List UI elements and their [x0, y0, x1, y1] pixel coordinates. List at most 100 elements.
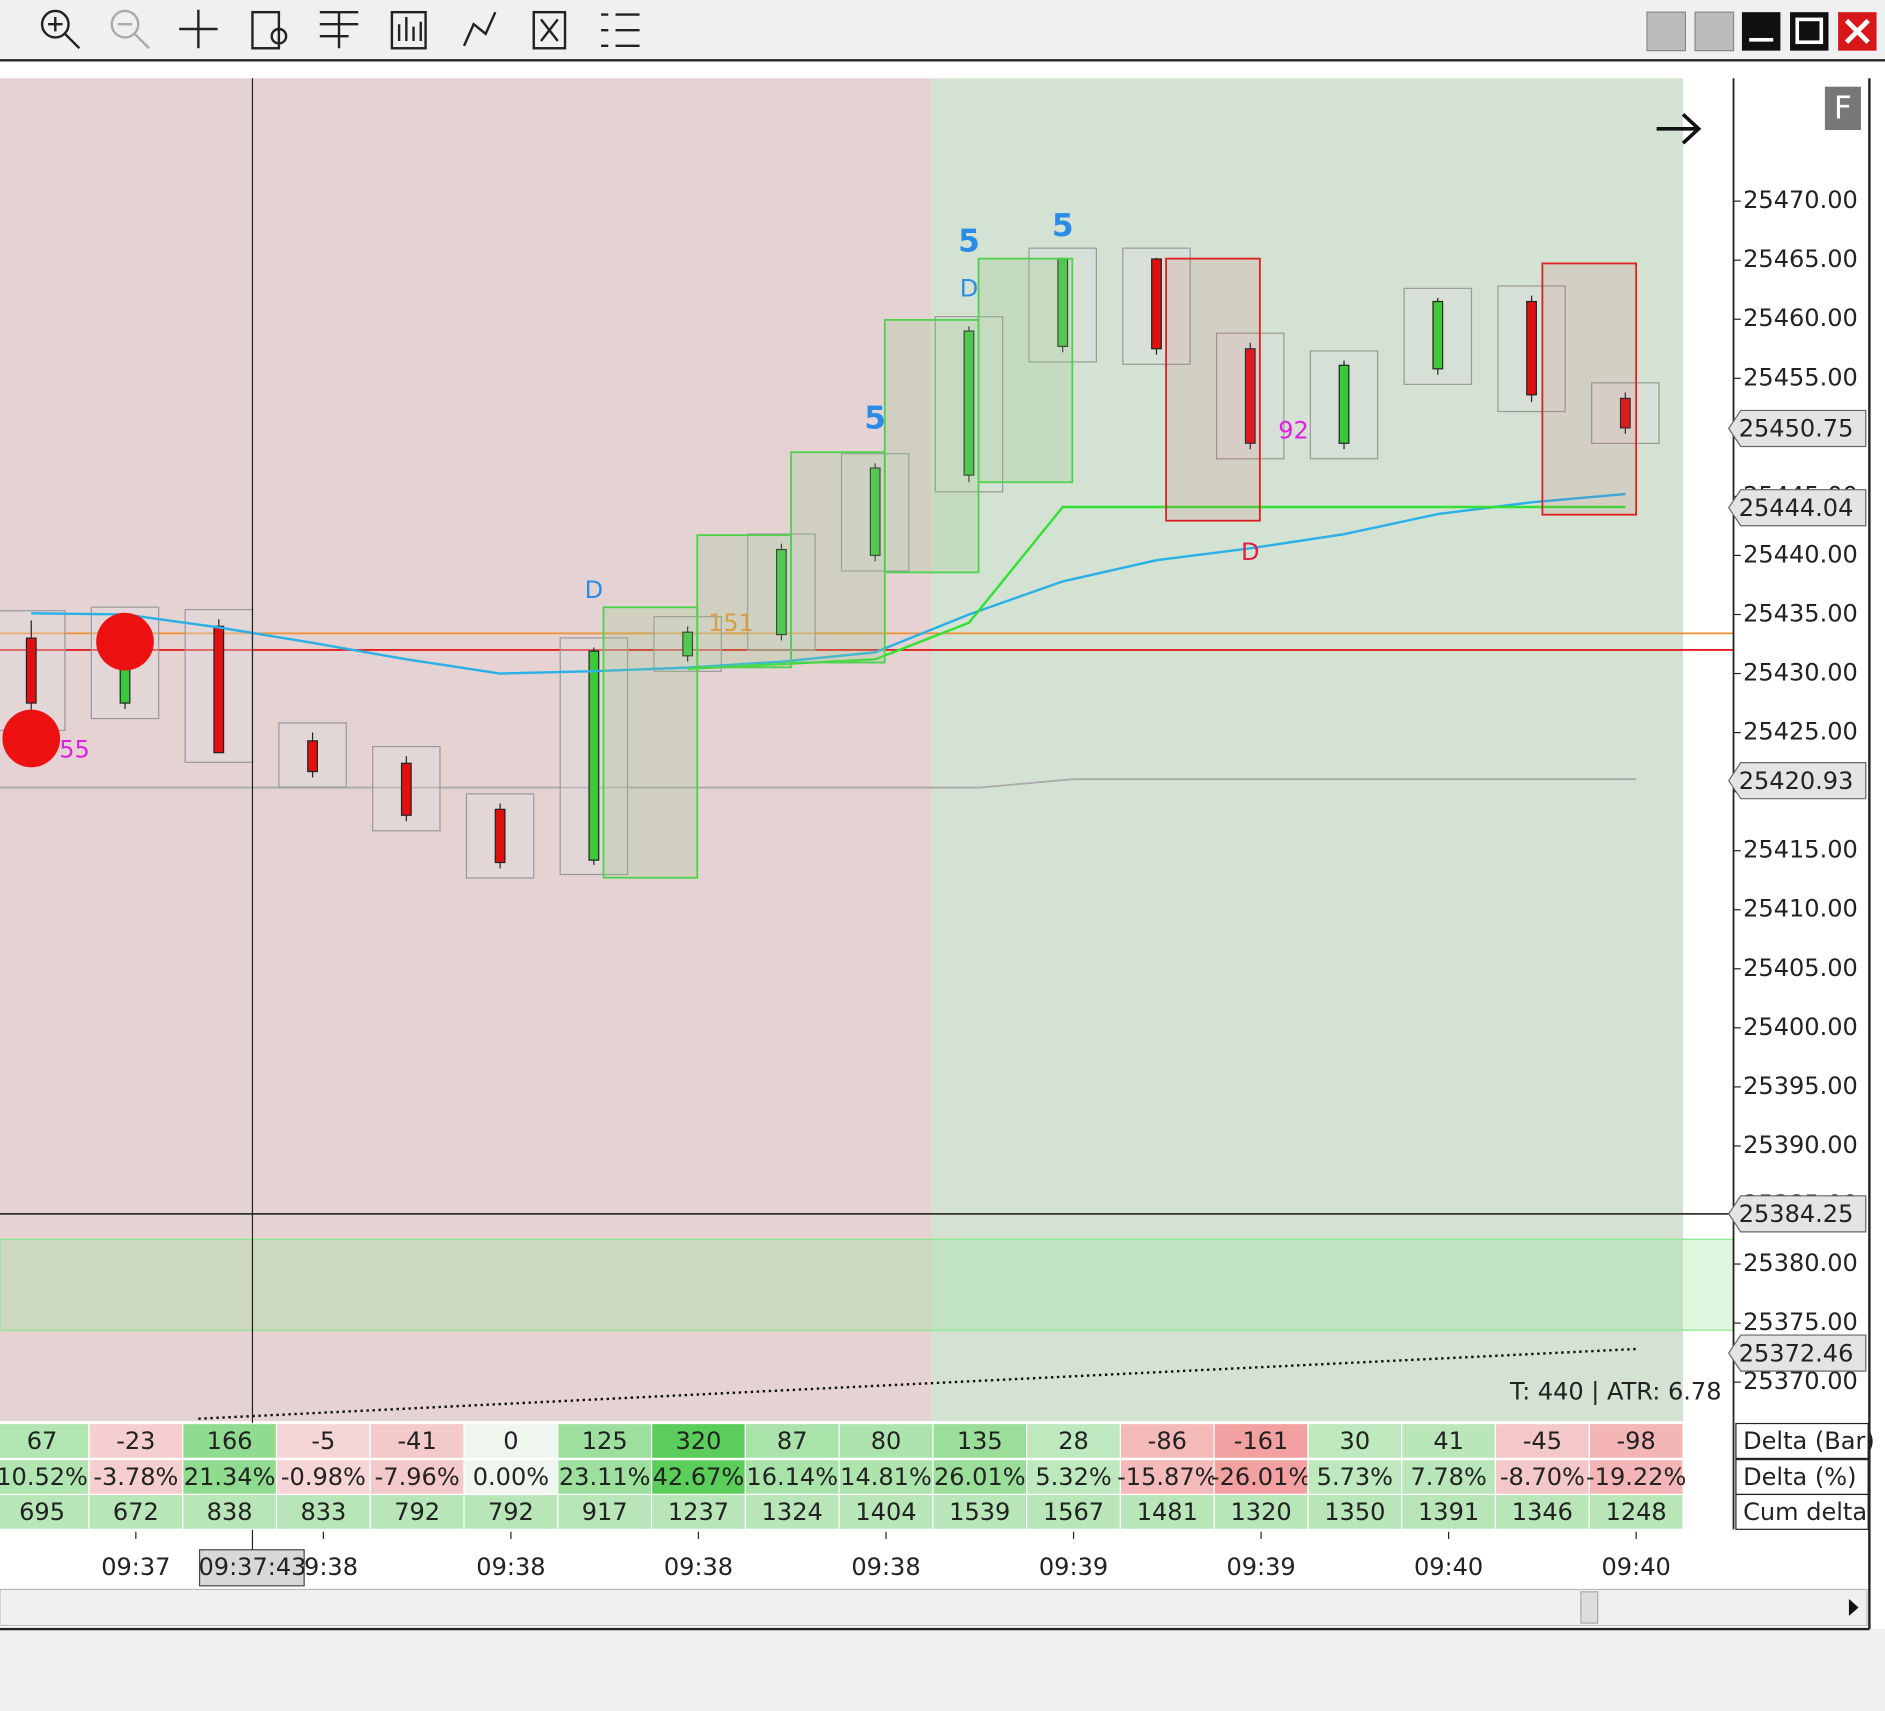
strategies-icon[interactable] [462, 11, 497, 47]
x-tick-label: 09:40 [1602, 1553, 1671, 1581]
corner-button-label: F [1834, 91, 1852, 127]
delta-cell-text: 42.67% [653, 1463, 745, 1491]
delta-cell [932, 1493, 1028, 1530]
row-label: Delta (%) [1743, 1463, 1856, 1491]
y-tick-label: 25390.00 [1743, 1131, 1858, 1159]
row-label: Cum delta [1743, 1498, 1867, 1526]
row-label-cell [1735, 1422, 1869, 1459]
candle-body [1338, 364, 1350, 444]
y-tick-label: 25425.00 [1743, 718, 1858, 746]
price-marker-label: 25372.46 [1739, 1339, 1854, 1367]
signal-label: 5 [958, 223, 980, 259]
imbalance-box [602, 606, 699, 879]
delta-cell [275, 1493, 371, 1530]
plot-area: D55D5D1519255 [0, 208, 1735, 1331]
delta-cell [463, 1422, 559, 1459]
zoom-out-icon[interactable] [110, 9, 140, 39]
delta-cell [1494, 1458, 1590, 1496]
delta-cell [1401, 1493, 1497, 1530]
delta-cell-text: 1324 [762, 1498, 823, 1526]
indicators-icon[interactable] [390, 10, 427, 50]
delta-cell-text: -23 [116, 1427, 155, 1455]
delta-cell [1401, 1422, 1497, 1459]
delta-cell-text: -26.01% [1211, 1463, 1311, 1491]
delta-cell-text: 21.34% [184, 1463, 276, 1491]
window-button[interactable] [1646, 11, 1687, 52]
delta-cell-text: 10.52% [0, 1463, 88, 1491]
delta-cell-text: 1350 [1324, 1498, 1385, 1526]
cursor-time-box [198, 1549, 305, 1587]
price-axis: 25370.0025375.0025380.0025385.0025390.00… [1727, 186, 1867, 1395]
cursor-time-label: 09:37:43 [198, 1553, 306, 1581]
delta-cell [1119, 1422, 1215, 1459]
candle-body [494, 808, 506, 864]
templates-icon[interactable] [319, 10, 359, 49]
delta-cell-text: 30 [1340, 1427, 1371, 1455]
absorption-zones [1165, 257, 1638, 522]
indicator-line [687, 505, 1626, 671]
delta-cell [650, 1458, 746, 1496]
big-trade [2, 709, 61, 768]
absorption-box [1541, 262, 1638, 516]
scroll-right[interactable] [1848, 1599, 1859, 1616]
delta-cell [0, 1422, 90, 1459]
price-marker [1727, 1195, 1867, 1233]
delta-cell [932, 1422, 1028, 1459]
delta-cell [1213, 1422, 1309, 1459]
delta-cell [557, 1493, 653, 1530]
absorption-box [1165, 257, 1261, 522]
delta-cell-text: -98 [1617, 1427, 1656, 1455]
delta-cell-text: 0.00% [473, 1463, 549, 1491]
delta-cell-text: 0 [503, 1427, 518, 1455]
x-tick-label: 09:40 [1414, 1553, 1483, 1581]
price-marker [1727, 1334, 1867, 1372]
delta-cell-text: 320 [676, 1427, 722, 1455]
window-button[interactable] [1694, 11, 1735, 52]
candle-body [1432, 300, 1444, 370]
delta-cell-text: 16.14% [746, 1463, 838, 1491]
data-box-icon[interactable] [601, 13, 640, 48]
delta-cell-text: 917 [582, 1498, 628, 1526]
y-tick-label: 25400.00 [1743, 1013, 1858, 1041]
drawing-icon[interactable] [532, 10, 567, 50]
delta-cell-text: -41 [398, 1427, 437, 1455]
candle-body [1244, 348, 1256, 444]
x-tick-label: 09:38 [476, 1553, 545, 1581]
big-trade [96, 612, 154, 671]
candle-body [775, 548, 787, 636]
delta-cell-text: 792 [394, 1498, 440, 1526]
x-tick-label: 09:38 [851, 1553, 920, 1581]
toolbar [40, 9, 640, 50]
scrollbar[interactable] [0, 1588, 1868, 1627]
info-text: T: 440 | ATR: 6.78 [1509, 1377, 1721, 1405]
corner-button[interactable] [1824, 86, 1861, 130]
delta-cell [1119, 1458, 1215, 1496]
y-tick-label: 25460.00 [1743, 304, 1858, 332]
delta-cell-text: -3.78% [93, 1463, 178, 1491]
zoom-in-handle [64, 32, 81, 50]
x-tick-label: 09:39 [1226, 1553, 1295, 1581]
delta-cell-text: 1567 [1043, 1498, 1104, 1526]
session-bg-red [0, 78, 932, 1422]
delta-cell [182, 1493, 278, 1530]
candle-body [963, 330, 975, 476]
zoom-in-icon[interactable] [40, 9, 70, 39]
scroll-end-arrow[interactable] [1656, 113, 1702, 145]
scrollbar-thumb[interactable] [1580, 1591, 1599, 1624]
delta-cell-text: 838 [207, 1498, 253, 1526]
x-tick-label: 09:38 [664, 1553, 733, 1581]
delta-cell-text: 1539 [949, 1498, 1010, 1526]
delta-cell-text: -8.70% [1500, 1463, 1585, 1491]
signal-label: D [960, 275, 979, 303]
price-marker-label: 25420.93 [1739, 767, 1854, 795]
delta-cell [1026, 1493, 1122, 1530]
y-tick-label: 25375.00 [1743, 1308, 1858, 1336]
delta-cell [275, 1422, 371, 1459]
minimize-button[interactable] [1741, 12, 1781, 51]
delta-cell [650, 1493, 746, 1530]
candle-body [869, 467, 881, 557]
delta-cell-text: 792 [488, 1498, 534, 1526]
delta-table: 67 10.52% 695 -23 -3.78% 672 166 21.34% 838 -5 -0.… [0, 1422, 1875, 1530]
delta-cell [1401, 1458, 1497, 1496]
delta-cell-text: 135 [957, 1427, 1003, 1455]
